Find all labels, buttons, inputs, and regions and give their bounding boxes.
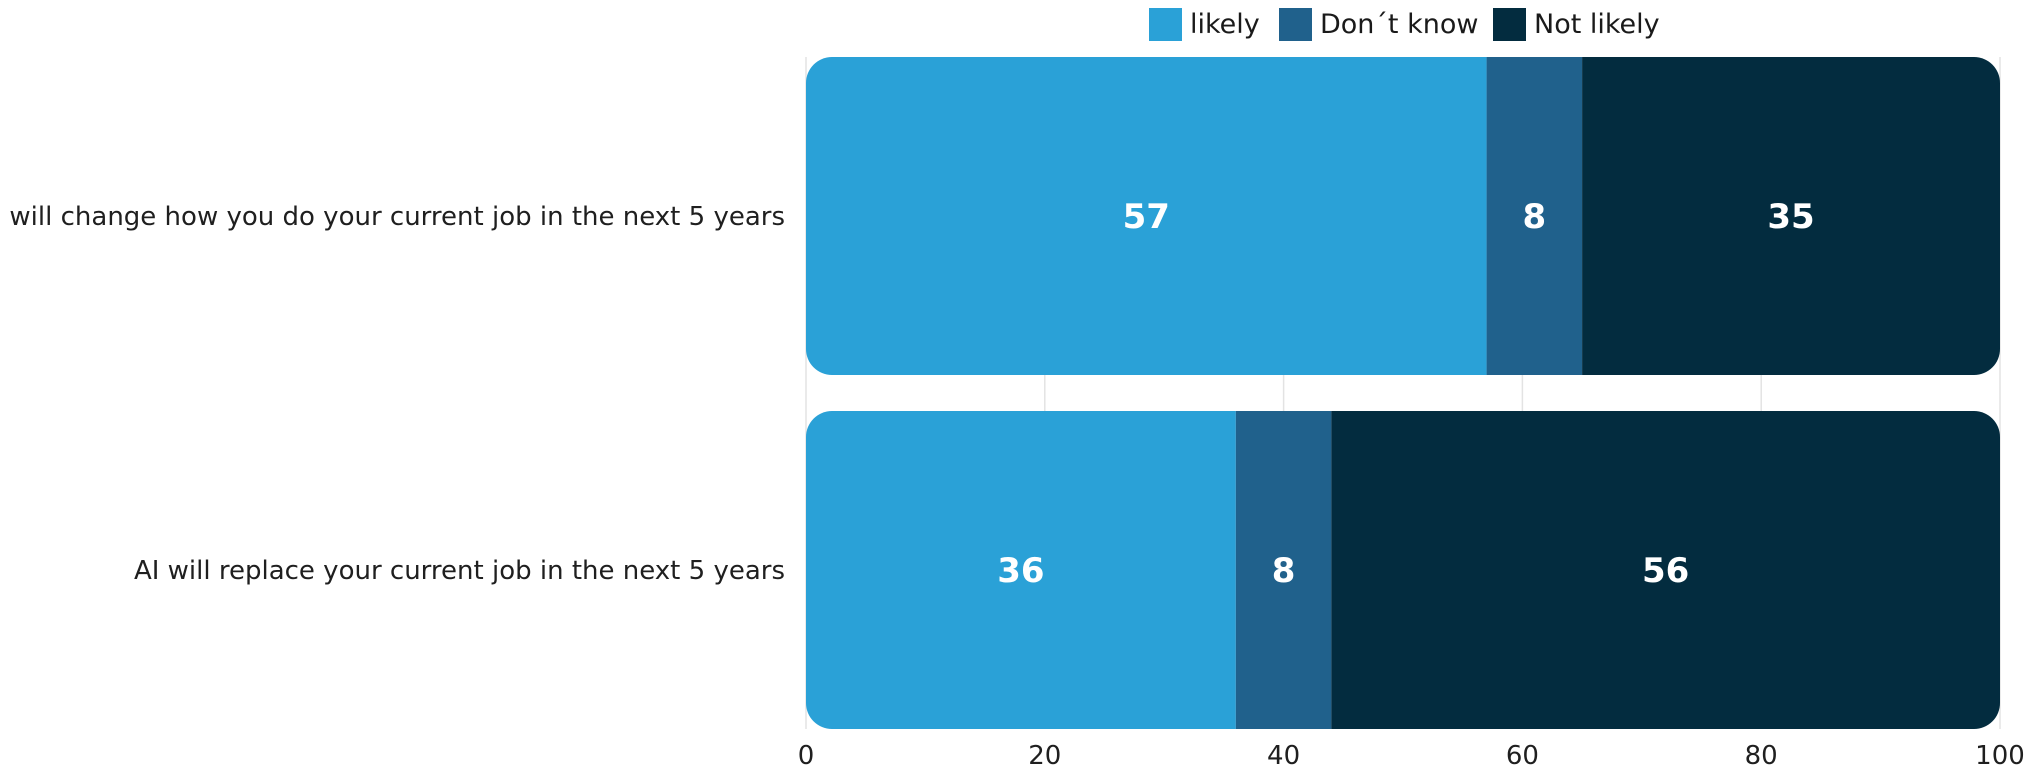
x-tick-label-4: 80 [1745, 741, 1778, 768]
bar-segment-1-0 [806, 411, 1236, 729]
category-labels: AI will change how you do your current j… [0, 202, 785, 586]
legend-label-0: likely [1190, 9, 1260, 40]
category-label-1: AI will replace your current job in the … [134, 556, 785, 586]
bar-segment-0-1 [1486, 57, 1583, 375]
bar-segment-0-2 [1582, 57, 2000, 375]
bars: 57 8 35 36 8 56 [806, 57, 2000, 729]
legend-label-2: Not likely [1534, 9, 1660, 40]
x-tick-label-5: 100 [1975, 741, 2025, 768]
category-label-0: AI will change how you do your current j… [0, 202, 785, 232]
bar-value-0-1: 8 [1523, 197, 1547, 237]
legend: likely Don´t know Not likely [1149, 8, 1660, 41]
bar-value-1-1: 8 [1272, 551, 1296, 591]
bar-value-0-2: 35 [1767, 197, 1814, 237]
x-tick-label-2: 40 [1267, 741, 1300, 768]
legend-swatch-1 [1279, 8, 1312, 41]
x-axis-ticks: 0 20 40 60 80 100 [798, 741, 2025, 768]
x-tick-label-1: 20 [1028, 741, 1061, 768]
x-tick-label-3: 60 [1506, 741, 1539, 768]
bar-value-0-0: 57 [1123, 197, 1170, 237]
bar-segment-1-2 [1331, 411, 2000, 729]
x-tick-label-0: 0 [798, 741, 815, 768]
bar-value-1-2: 56 [1642, 551, 1689, 591]
legend-swatch-0 [1149, 8, 1182, 41]
legend-swatch-2 [1493, 8, 1526, 41]
bar-group-0 [806, 57, 2000, 375]
legend-label-1: Don´t know [1320, 9, 1478, 40]
bar-value-1-0: 36 [997, 551, 1044, 591]
bar-group-1 [806, 411, 2000, 729]
bar-segment-1-1 [1235, 411, 1332, 729]
bar-segment-0-0 [806, 57, 1487, 375]
